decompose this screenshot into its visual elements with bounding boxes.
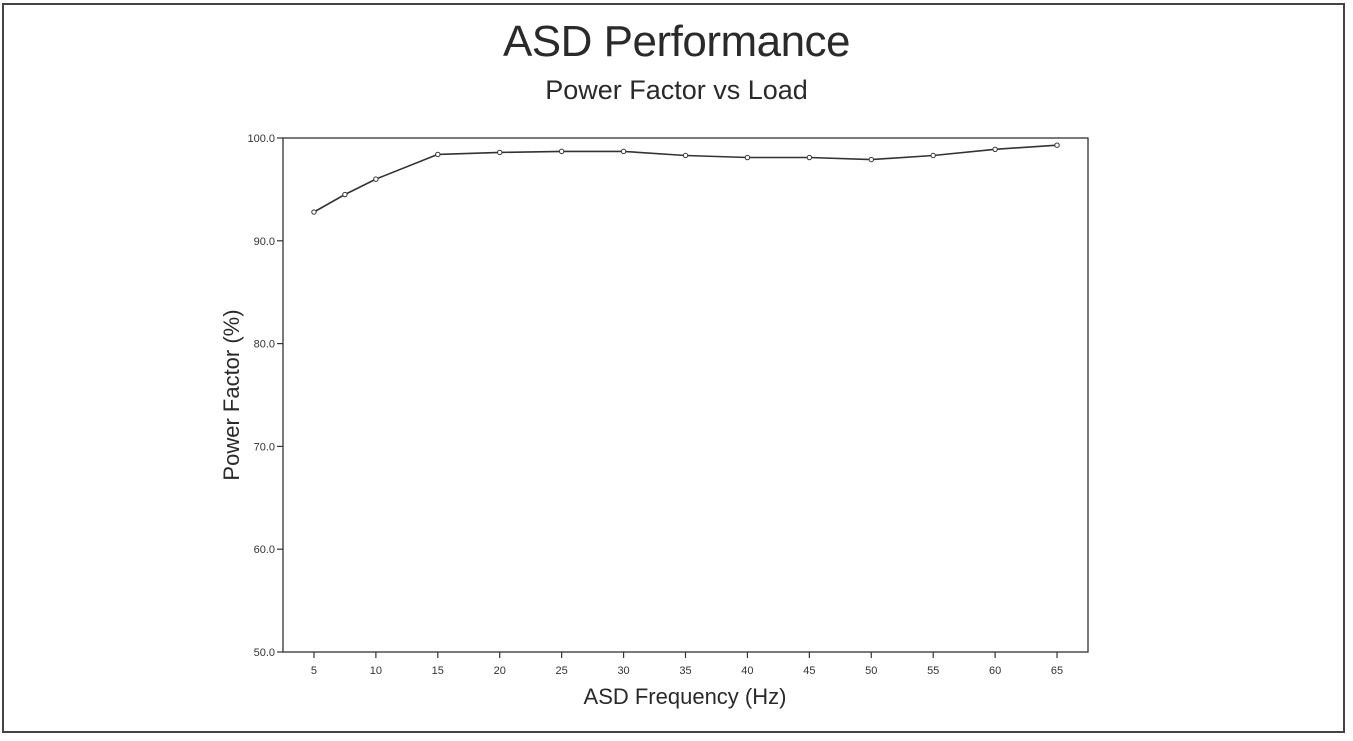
data-point bbox=[373, 176, 379, 182]
x-tick-label: 55 bbox=[927, 665, 939, 677]
x-tick-label: 10 bbox=[370, 665, 382, 677]
data-point bbox=[497, 149, 503, 156]
x-tick-label: 35 bbox=[679, 665, 691, 677]
plot-area-frame bbox=[282, 137, 1089, 653]
x-tick-label: 45 bbox=[803, 665, 815, 677]
y-tick-label: 80.0 bbox=[254, 339, 275, 351]
x-tick-label: 30 bbox=[617, 665, 629, 677]
x-axis-label: ASD Frequency (Hz) bbox=[583, 684, 787, 709]
x-tick-label: 40 bbox=[741, 665, 753, 677]
data-point bbox=[620, 148, 627, 155]
data-point bbox=[1054, 142, 1060, 148]
chart-subtitle: Power Factor vs Load bbox=[545, 75, 808, 105]
y-tick-label: 70.0 bbox=[254, 441, 275, 453]
x-tick-label: 15 bbox=[432, 665, 444, 677]
data-point bbox=[435, 151, 441, 158]
series-line bbox=[313, 144, 1058, 213]
x-tick-label: 65 bbox=[1051, 665, 1063, 677]
y-tick-label: 90.0 bbox=[254, 236, 275, 248]
y-tick-label: 50.0 bbox=[254, 647, 275, 659]
data-point bbox=[744, 154, 751, 161]
y-tick-label: 100.0 bbox=[247, 133, 275, 145]
x-tick-label: 5 bbox=[311, 665, 317, 677]
y-tick-label: 60.0 bbox=[254, 544, 275, 556]
data-point bbox=[992, 146, 998, 153]
x-tick-label: 20 bbox=[494, 665, 506, 677]
data-point bbox=[806, 154, 813, 161]
x-tick-label: 25 bbox=[556, 665, 568, 677]
data-point bbox=[868, 156, 874, 163]
x-tick-label: 60 bbox=[989, 665, 1001, 677]
data-point bbox=[682, 152, 689, 159]
data-point bbox=[558, 148, 565, 155]
chart-title: ASD Performance bbox=[502, 17, 851, 66]
data-point bbox=[342, 191, 348, 198]
data-point bbox=[930, 152, 936, 159]
data-point bbox=[311, 209, 317, 215]
figure-frame bbox=[2, 3, 1345, 733]
x-tick-label: 50 bbox=[865, 665, 877, 677]
